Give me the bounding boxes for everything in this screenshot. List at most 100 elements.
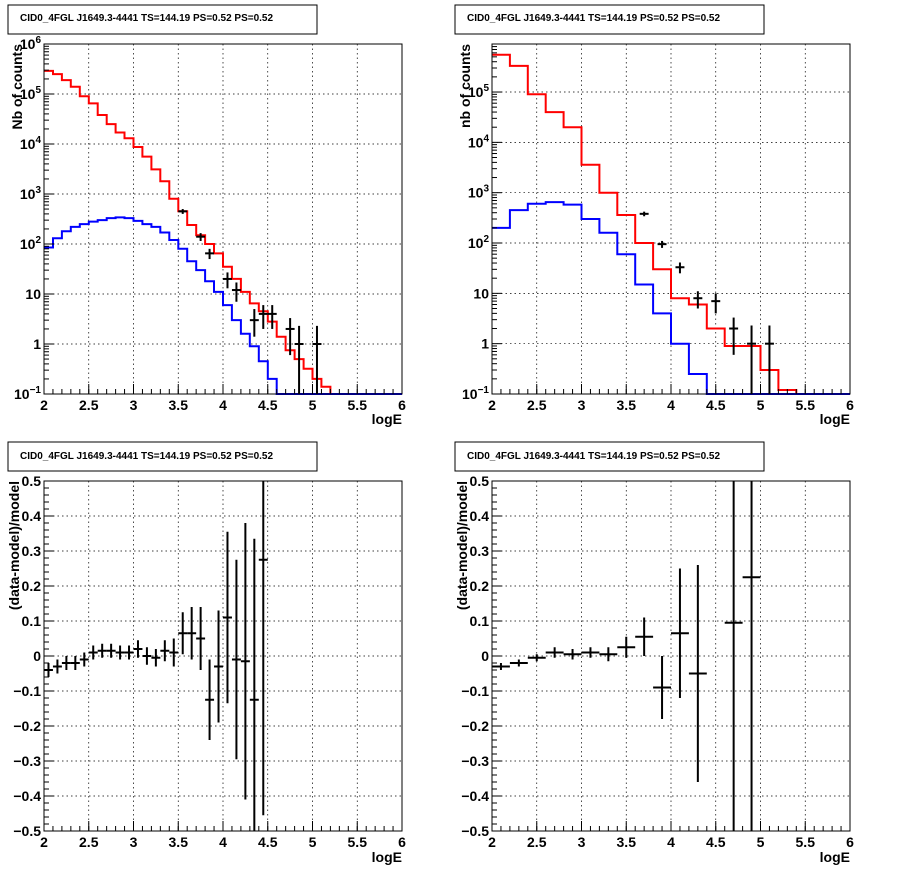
data-point <box>711 293 721 314</box>
y-axis-label: (data-model)/model <box>454 481 470 610</box>
x-axis-label: logE <box>820 849 850 865</box>
panel-title: CID0_4FGL J1649.3-4441 TS=144.19 PS=0.52… <box>20 451 273 462</box>
data-point <box>214 610 223 723</box>
x-tick-label: 5.5 <box>348 834 368 850</box>
x-axis-label: logE <box>372 849 402 865</box>
y-tick-label: 0.4 <box>470 508 490 524</box>
grid <box>43 43 403 395</box>
x-tick-label: 4.5 <box>258 834 278 850</box>
plot-area <box>44 481 268 831</box>
x-axis-label: logE <box>820 411 850 427</box>
data-point <box>240 523 250 800</box>
x-tick-label: 5 <box>309 834 317 850</box>
y-tick-label: 0.4 <box>22 508 42 524</box>
plot-area <box>492 481 761 831</box>
y-tick-label: 0.5 <box>470 473 490 489</box>
y-tick-label: 1 <box>481 336 489 352</box>
data-point <box>509 659 528 667</box>
data-point <box>258 481 268 816</box>
data-point <box>205 659 215 740</box>
model-total-line <box>44 69 402 395</box>
x-tick-label: 3.5 <box>617 397 637 413</box>
y-tick-label: −0.1 <box>461 683 489 699</box>
x-tick-label: 6 <box>398 834 406 850</box>
data-point <box>249 309 259 337</box>
y-tick-label: −0.2 <box>13 718 41 734</box>
title-box <box>454 441 765 472</box>
data-point <box>285 318 295 356</box>
data-point <box>231 559 241 760</box>
data-point <box>545 647 564 658</box>
title-box <box>7 4 318 35</box>
x-tick-label: 3 <box>578 834 586 850</box>
data-point <box>747 325 757 394</box>
data-point <box>527 654 546 662</box>
data-point <box>106 643 116 658</box>
data-point <box>133 640 143 658</box>
y-tick-label: −0.4 <box>461 788 489 804</box>
x-tick-label: 2.5 <box>527 834 547 850</box>
data-point <box>294 325 304 394</box>
y-tick-label: 0.3 <box>22 543 42 559</box>
data-point <box>124 645 134 660</box>
y-tick-label: −0.5 <box>461 823 489 839</box>
panel-residuals-left: CID0_4FGL J1649.3-4441 TS=144.19 PS=0.52… <box>6 441 406 865</box>
grid <box>43 480 403 832</box>
title-box <box>454 4 765 35</box>
y-tick-label: 0.2 <box>22 578 42 594</box>
y-tick-label: −0.1 <box>13 683 41 699</box>
panel-title: CID0_4FGL J1649.3-4441 TS=144.19 PS=0.52… <box>467 451 720 462</box>
panel-title: CID0_4FGL J1649.3-4441 TS=144.19 PS=0.52… <box>467 13 720 24</box>
x-tick-label: 4.5 <box>706 397 726 413</box>
panel-residuals-right: CID0_4FGL J1649.3-4441 TS=144.19 PS=0.52… <box>454 441 854 865</box>
y-tick-label: 106 <box>20 35 42 52</box>
x-tick-label: 4.5 <box>258 397 278 413</box>
y-axis-label: Nb of counts <box>9 44 25 130</box>
title-box <box>7 441 318 472</box>
x-tick-label: 2 <box>40 834 48 850</box>
x-axis-label: logE <box>372 411 402 427</box>
data-point <box>187 607 197 660</box>
x-tick-label: 2.5 <box>79 397 99 413</box>
data-point <box>581 647 600 658</box>
axis-ticks: 2 2.5 3 3.5 4 4.5 5 5.5 6 −0.5 −0.4 −0.3 −0.2 −0.1 0 0.… <box>13 473 406 850</box>
x-tick-label: 4 <box>667 397 675 413</box>
panel-counts-right: CID0_4FGL J1649.3-4441 TS=144.19 PS=0.52… <box>454 4 854 427</box>
x-tick-label: 4 <box>667 834 675 850</box>
data-point <box>88 645 98 660</box>
y-tick-label: 104 <box>468 133 490 150</box>
panel-title: CID0_4FGL J1649.3-4441 TS=144.19 PS=0.52… <box>20 13 273 24</box>
data-point <box>653 656 671 719</box>
x-tick-label: 3.5 <box>169 834 189 850</box>
y-tick-label: 105 <box>468 83 490 100</box>
x-tick-label: 3.5 <box>617 834 637 850</box>
x-tick-label: 4 <box>219 834 227 850</box>
x-tick-label: 3 <box>578 397 586 413</box>
axis-ticks: 2 2.5 3 3.5 4 4.5 5 5.5 6 10−1 1 10 102 103 104 105 106 <box>14 35 406 413</box>
y-tick-label: 0 <box>481 648 489 664</box>
data-point <box>249 538 259 831</box>
x-tick-label: 6 <box>846 397 854 413</box>
data-point <box>223 531 232 704</box>
x-tick-label: 5.5 <box>796 397 816 413</box>
data-point <box>61 656 71 670</box>
axis-ticks: 2 2.5 3 3.5 4 4.5 5 5.5 6 10−1 1 10 102 103 104 105 <box>462 46 854 413</box>
y-tick-label: 0.1 <box>22 613 42 629</box>
data-point <box>169 638 179 667</box>
y-tick-label: 10−1 <box>462 385 489 402</box>
data-point <box>742 481 761 831</box>
x-tick-label: 5 <box>757 834 765 850</box>
y-axis-label: nb of counts <box>457 44 473 128</box>
data-point <box>151 649 161 667</box>
x-tick-label: 2.5 <box>79 834 99 850</box>
data-point <box>178 612 188 655</box>
x-tick-label: 6 <box>846 834 854 850</box>
y-tick-label: 10 <box>25 286 41 302</box>
y-tick-label: 103 <box>20 185 42 202</box>
x-tick-label: 2 <box>488 834 496 850</box>
data-point <box>231 282 241 302</box>
x-tick-label: 2 <box>488 397 496 413</box>
data-point <box>312 325 322 394</box>
y-tick-label: −0.2 <box>461 718 489 734</box>
